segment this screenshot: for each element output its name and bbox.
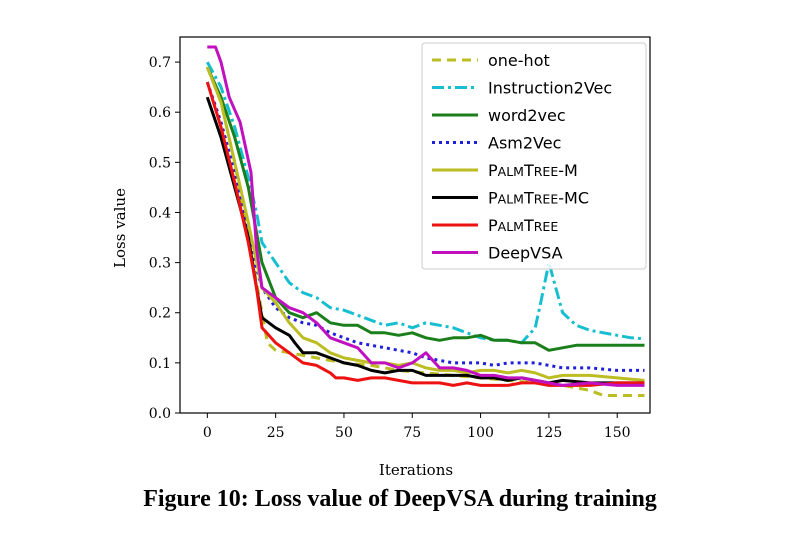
axis-ticks: 0 25 50 75 100 125 150 0.0 0.1 0.2 0.3 0.4 0.5 0.6 0.7 [149, 55, 631, 441]
y-tick-label: 0.2 [149, 306, 171, 322]
x-axis-label: Iterations [379, 461, 453, 479]
x-tick-label: 100 [467, 425, 494, 441]
x-tick-label: 25 [267, 425, 285, 441]
y-tick-label: 0.1 [149, 356, 171, 372]
y-axis-label: Loss value [111, 188, 129, 268]
y-tick-label: 0.5 [149, 155, 171, 171]
y-tick-label: 0.0 [149, 406, 171, 422]
series-line-palmtree [205, 81, 645, 387]
legend-label: Instruction2Vec [488, 79, 612, 98]
legend-label: one-hot [488, 51, 550, 70]
x-tick-label: 150 [604, 425, 631, 441]
x-tick-label: 125 [536, 425, 563, 441]
plot-frame [179, 36, 651, 414]
x-tick-label: 75 [403, 425, 421, 441]
legend-box [421, 42, 647, 270]
legend-label: Asm2Vec [488, 134, 561, 153]
y-tick-label: 0.3 [149, 256, 171, 272]
y-tick-label: 0.7 [149, 55, 171, 71]
series-line-instruction2vec [205, 61, 645, 345]
legend-label: DeepVSA [488, 244, 563, 263]
series-lines [205, 45, 645, 397]
figure-caption: Figure 10: Loss value of DeepVSA during … [143, 486, 657, 512]
legend-label: PALMTREE-M [488, 161, 578, 180]
y-tick-label: 0.4 [149, 205, 171, 221]
legend: one-hot Instruction2Vec word2vec Asm2Vec PAL… [421, 42, 647, 270]
legend-label: word2vec [488, 106, 566, 125]
x-tick-label: 50 [335, 425, 353, 441]
series-line-deepvsa [207, 45, 645, 387]
x-tick-label: 0 [203, 425, 212, 441]
series-line-asm2vec [205, 81, 645, 372]
legend-label: PALMTREE-MC [488, 189, 589, 208]
legend-label: PALMTREE [488, 216, 558, 235]
y-tick-label: 0.6 [149, 105, 171, 121]
